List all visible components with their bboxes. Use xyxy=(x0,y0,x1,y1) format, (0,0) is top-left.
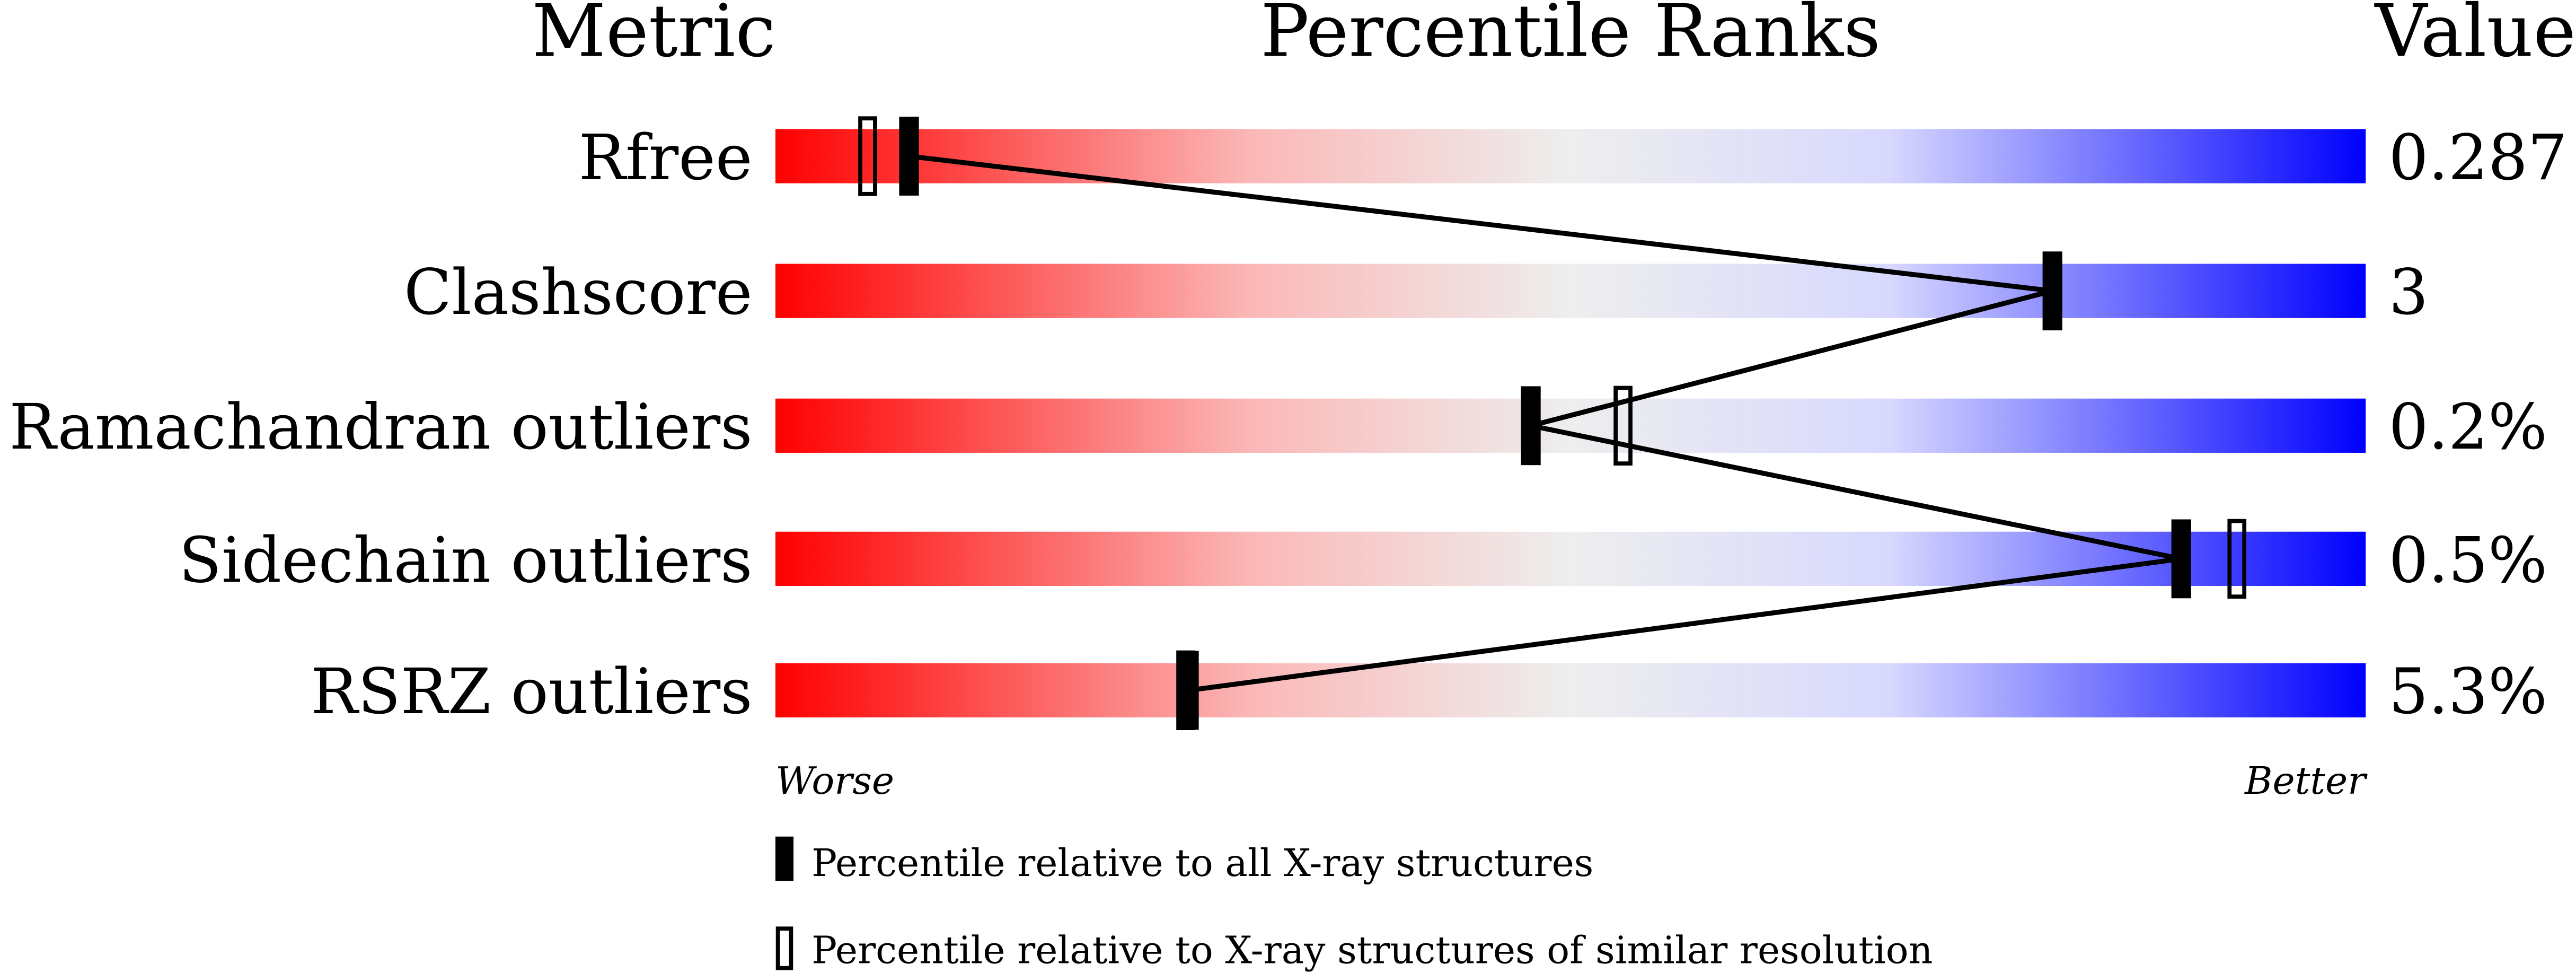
marker-all-structures xyxy=(2042,251,2062,331)
percentile-bar xyxy=(775,398,2366,453)
scale-label-worse: Worse xyxy=(775,759,894,803)
metric-label: Sidechain outliers xyxy=(179,524,752,597)
metric-value: 3 xyxy=(2389,256,2429,329)
metric-value: 5.3% xyxy=(2389,655,2547,728)
header-value: Value xyxy=(2374,0,2576,73)
metric-label: Clashscore xyxy=(404,256,753,329)
marker-all-structures xyxy=(899,117,919,196)
legend-label-similar: Percentile relative to X-ray structures … xyxy=(811,928,1933,972)
legend-open-marker xyxy=(775,926,793,970)
percentile-bar xyxy=(775,531,2366,586)
percentile-bar xyxy=(775,663,2366,717)
legend-filled-marker xyxy=(775,836,794,881)
marker-all-structures xyxy=(1179,651,1199,730)
header-percentile-ranks: Percentile Ranks xyxy=(1260,0,1881,73)
metric-label: Rfree xyxy=(579,121,753,194)
metric-label: Ramachandran outliers xyxy=(9,391,752,463)
scale-label-better: Better xyxy=(2244,759,2368,803)
percentile-bar xyxy=(775,129,2366,183)
marker-similar-resolution xyxy=(1613,385,1633,466)
marker-all-structures xyxy=(2171,519,2191,599)
metric-value: 0.5% xyxy=(2389,524,2547,597)
marker-similar-resolution xyxy=(858,116,877,196)
marker-all-structures xyxy=(1521,386,1541,466)
metric-value: 0.2% xyxy=(2389,391,2547,463)
marker-similar-resolution xyxy=(2227,519,2247,599)
percentile-bar xyxy=(775,264,2366,318)
metric-label: RSRZ outliers xyxy=(311,655,752,728)
header-metric: Metric xyxy=(532,0,775,73)
legend-label-all: Percentile relative to all X-ray structu… xyxy=(811,841,1593,885)
metric-value: 0.287 xyxy=(2389,121,2568,194)
